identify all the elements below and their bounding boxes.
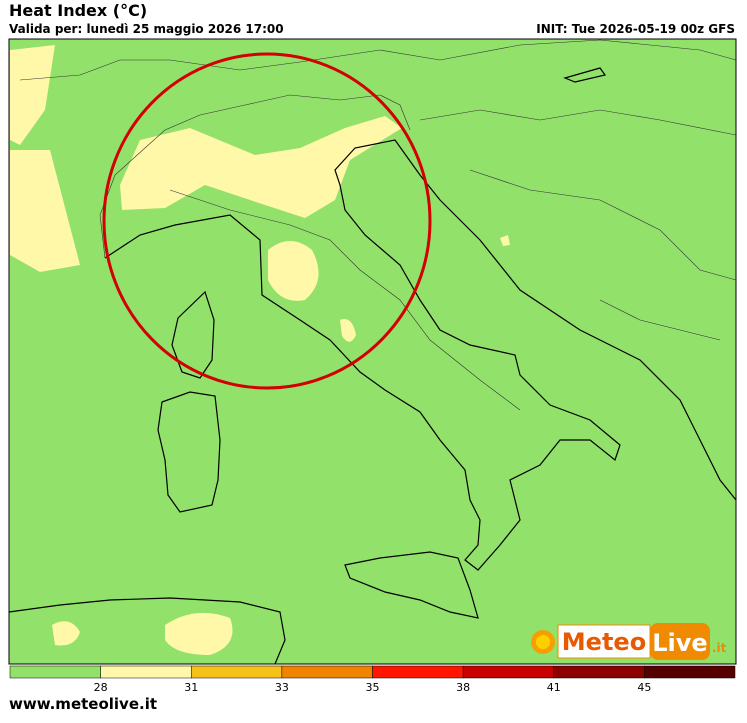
logo-text: Live (652, 629, 707, 657)
highlight-circle (102, 52, 432, 390)
colorbar-label: 28 (94, 681, 108, 694)
colorbar-swatch (462, 665, 554, 679)
colorbar-label: 33 (275, 681, 289, 694)
colorbar: 28 31 33 35 38 41 45 (9, 665, 736, 694)
logo-box-live (650, 623, 710, 660)
colorbar-swatch (100, 665, 192, 679)
colorbar-swatch (191, 665, 283, 679)
colorbar-label: 45 (637, 681, 651, 694)
map (8, 38, 737, 665)
coastlines (8, 67, 737, 665)
colorbar-swatch (644, 665, 736, 679)
borders (19, 39, 737, 411)
init-time: INIT: Tue 2026-05-19 00z GFS (536, 22, 735, 36)
title: Heat Index (°C) (9, 1, 147, 20)
heat-areas (10, 45, 510, 655)
logo-sun-core (536, 635, 550, 649)
valid-time: Valida per: lunedì 25 maggio 2026 17:00 (9, 22, 284, 36)
colorbar-swatch (553, 665, 645, 679)
colorbar-label: 38 (456, 681, 470, 694)
colorbar-label: 41 (547, 681, 561, 694)
colorbar-swatch (281, 665, 373, 679)
footer-site: www.meteolive.it (9, 695, 157, 713)
logo-box (557, 624, 651, 659)
logo-suffix: .it (712, 641, 727, 655)
colorbar-label: 31 (184, 681, 198, 694)
colorbar-label: 35 (366, 681, 380, 694)
logo: Meteo Live .it (531, 623, 727, 660)
colorbar-swatch (372, 665, 464, 679)
colorbar-swatch (9, 665, 101, 679)
logo-text: Meteo (562, 628, 646, 656)
map-frame (8, 38, 737, 665)
